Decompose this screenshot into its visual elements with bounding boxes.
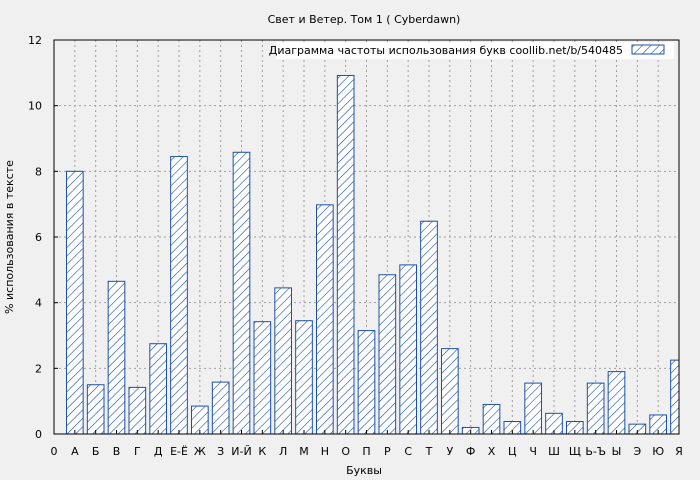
- x-tick-label: Д: [154, 445, 163, 458]
- x-tick-label: Г: [134, 445, 141, 458]
- x-axis-label: Буквы: [346, 464, 382, 477]
- x-tick-label: Ш: [548, 445, 560, 458]
- x-tick-label: 0: [51, 445, 58, 458]
- x-tick-label: Э: [633, 445, 641, 458]
- bar-16: [357, 330, 376, 435]
- y-axis-label: % использования в тексте: [3, 160, 16, 314]
- x-tick-label: Ж: [194, 445, 206, 458]
- gridlines: [54, 40, 679, 434]
- bar-15: [336, 74, 355, 435]
- x-tick-label: М: [299, 445, 309, 458]
- legend-label: Диаграмма частоты использования букв coo…: [269, 44, 623, 57]
- x-tick-label: К: [258, 445, 266, 458]
- bar-18: [399, 264, 418, 435]
- y-tick-label: 4: [35, 297, 42, 310]
- x-tick-label: О: [341, 445, 350, 458]
- bar-19: [420, 220, 438, 435]
- bar-13: [295, 320, 313, 435]
- bar-17: [378, 274, 397, 435]
- bar-28: [607, 371, 626, 435]
- bar-20: [441, 348, 459, 435]
- bar-6: [149, 343, 167, 435]
- y-tick-label: 0: [35, 428, 42, 441]
- y-ticks: 0 2 4 6 8 10 12: [28, 34, 58, 441]
- legend-swatch: [631, 44, 665, 55]
- x-tick-label: Л: [279, 445, 287, 458]
- x-tick-label: Я: [675, 445, 683, 458]
- x-tick-label: Ф: [466, 445, 475, 458]
- x-tick-label: Ы: [612, 445, 622, 458]
- x-tick-label: У: [446, 445, 453, 458]
- x-tick-label: Н: [321, 445, 329, 458]
- bar-8: [191, 405, 209, 435]
- x-ticks: 0 А Б В Г Д Е-Ё Ж З И-Й К Л М Н О П Р С Т У Ф Х Ц Ч Ш Щ Ь-Ъ Ы Э Ю Я: [51, 430, 683, 458]
- bar-4: [107, 280, 126, 435]
- x-tick-label: Х: [488, 445, 496, 458]
- x-tick-label: Р: [384, 445, 391, 458]
- plot-frame: [53, 39, 680, 435]
- y-tick-label: 8: [35, 165, 42, 178]
- bar-24: [524, 382, 542, 435]
- x-tick-label: Щ: [569, 445, 581, 458]
- chart-title: Свет и Ветер. Том 1 ( Cyberdawn): [268, 13, 461, 26]
- legend-background: [276, 42, 674, 59]
- x-tick-label: Т: [425, 445, 433, 458]
- bar-12: [274, 287, 293, 435]
- x-tick-label: И-Й: [231, 445, 251, 458]
- bars: [66, 74, 680, 435]
- bar-7: [170, 156, 188, 435]
- bar-31: [670, 359, 680, 435]
- x-tick-label: Ь-Ъ: [585, 445, 606, 458]
- y-tick-label: 6: [35, 231, 42, 244]
- bar-5: [128, 386, 147, 435]
- bar-2: [66, 170, 84, 435]
- bar-22: [482, 403, 501, 435]
- y-tick-label: 12: [28, 34, 42, 47]
- legend: Диаграмма частоты использования букв coo…: [269, 42, 674, 59]
- x-tick-label: В: [113, 445, 121, 458]
- x-tick-label: Ю: [652, 445, 664, 458]
- bar-11: [253, 321, 272, 435]
- y-tick-label: 2: [35, 362, 42, 375]
- x-tick-label: Ч: [529, 445, 537, 458]
- y-tick-label: 10: [28, 100, 42, 113]
- x-tick-label: Б: [92, 445, 100, 458]
- x-tick-label: З: [217, 445, 224, 458]
- x-tick-label: С: [404, 445, 412, 458]
- bar-10: [232, 151, 251, 435]
- x-tick-label: Ц: [508, 445, 517, 458]
- bar-3: [86, 384, 105, 435]
- x-tick-label: П: [362, 445, 370, 458]
- x-tick-label: Е-Ё: [170, 445, 188, 458]
- bar-14: [316, 204, 334, 435]
- bar-27: [586, 382, 605, 435]
- x-tick-label: А: [71, 445, 79, 458]
- bar-9: [211, 381, 230, 435]
